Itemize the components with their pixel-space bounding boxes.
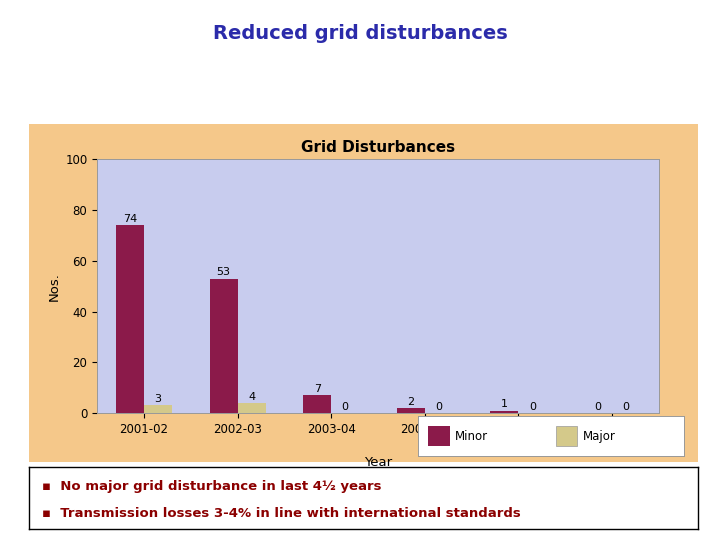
Bar — [490, 410, 518, 413]
Title: Grid Disturbances: Grid Disturbances — [301, 140, 455, 156]
Bar — [238, 403, 266, 413]
Bar — [303, 395, 331, 413]
Bar — [556, 426, 577, 446]
Text: 74: 74 — [123, 214, 137, 224]
Text: ▪  Transmission losses 3-4% in line with international standards: ▪ Transmission losses 3-4% in line with … — [42, 508, 521, 521]
Bar — [116, 225, 144, 413]
Text: Minor: Minor — [455, 429, 488, 443]
Text: Reduced grid disturbances: Reduced grid disturbances — [212, 24, 508, 43]
Text: Major: Major — [582, 429, 616, 443]
Text: 4: 4 — [248, 392, 255, 402]
Text: 0: 0 — [436, 402, 442, 412]
Text: 7: 7 — [314, 384, 320, 394]
Text: 2: 2 — [408, 397, 414, 407]
Text: 0: 0 — [342, 402, 348, 412]
Bar — [397, 408, 425, 413]
Text: ▪  No major grid disturbance in last 4½ years: ▪ No major grid disturbance in last 4½ y… — [42, 480, 382, 492]
Text: Year: Year — [364, 456, 392, 469]
Bar — [210, 279, 238, 413]
Text: 0: 0 — [623, 402, 629, 412]
Text: 0: 0 — [529, 402, 536, 412]
Text: 3: 3 — [155, 394, 161, 404]
Text: 53: 53 — [217, 267, 230, 278]
Text: 1: 1 — [501, 399, 508, 409]
Text: 0: 0 — [595, 402, 601, 412]
Bar — [428, 426, 449, 446]
Y-axis label: Nos.: Nos. — [48, 272, 61, 301]
Bar — [144, 406, 172, 413]
